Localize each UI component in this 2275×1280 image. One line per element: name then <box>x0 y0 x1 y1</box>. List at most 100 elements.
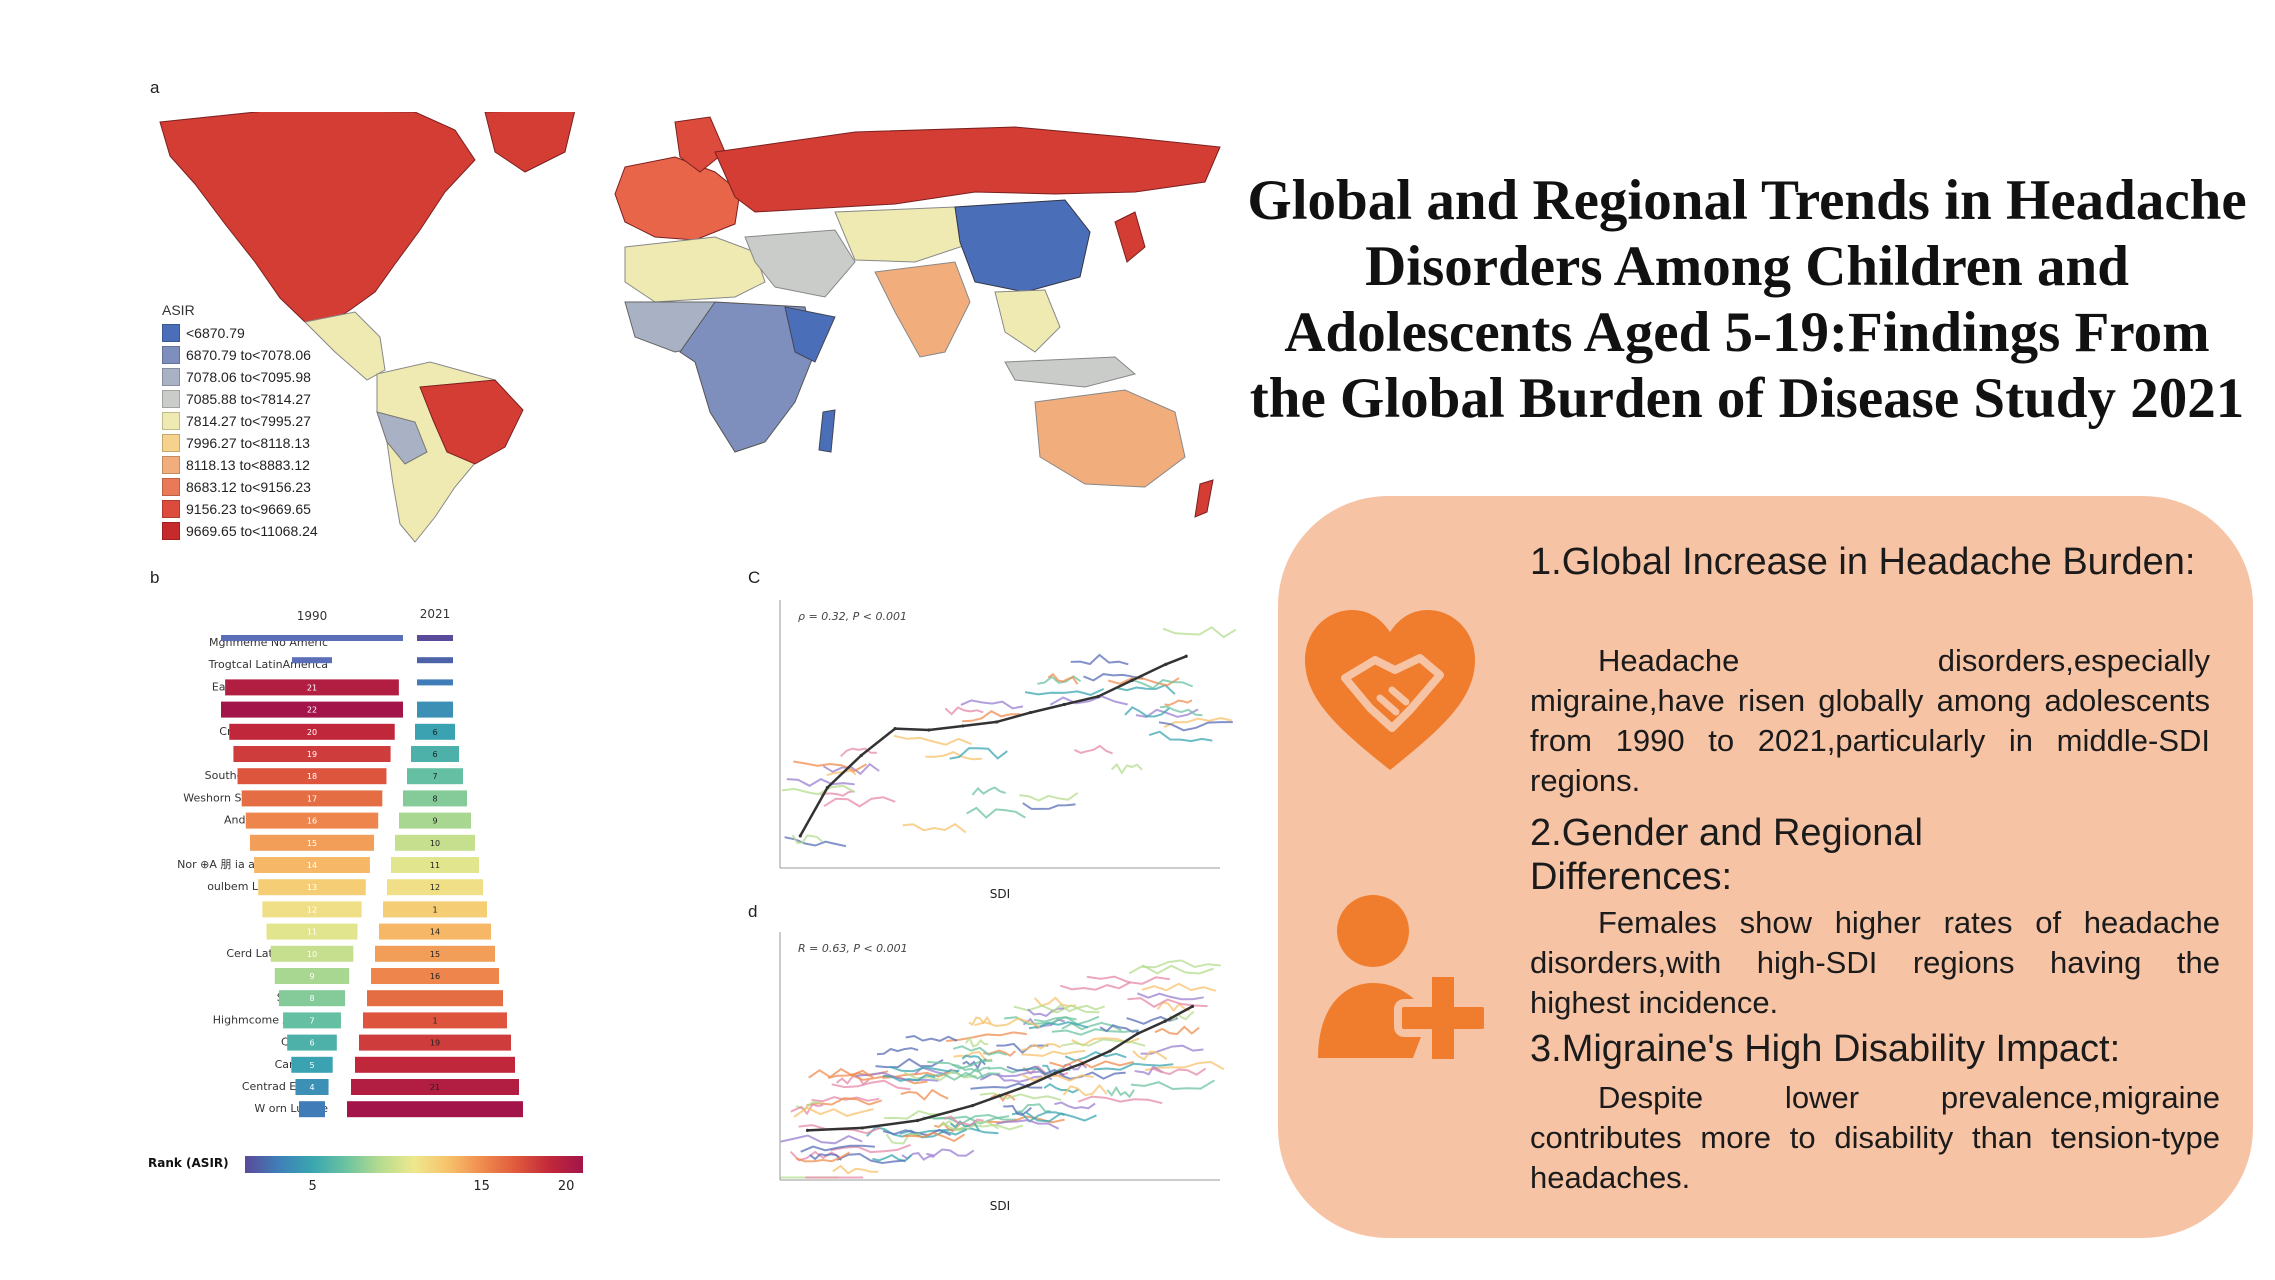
finding-3-heading: 3.Migraine's High Disability Impact: <box>1530 1028 2121 1070</box>
country-trajectory <box>1107 677 1180 687</box>
bar-2021 <box>379 923 491 940</box>
bar-1990 <box>295 1079 329 1095</box>
rank-label-1990: 4 <box>309 1083 314 1092</box>
rank-label-2021: 21 <box>430 1083 440 1092</box>
country-trajectory <box>823 796 896 808</box>
bar-2021 <box>355 1056 515 1073</box>
country-trajectory <box>1164 699 1193 707</box>
bar-2021 <box>375 945 495 962</box>
map-madagascar <box>818 409 836 453</box>
map-mexico <box>303 311 386 381</box>
country-trajectory <box>1027 1007 1065 1018</box>
country-trajectory <box>933 1121 963 1133</box>
legend-item: 7085.88 to<7814.27 <box>162 388 318 410</box>
country-trajectory <box>791 834 823 845</box>
trend-point <box>1190 1004 1195 1008</box>
rank-label-1990: 13 <box>307 883 317 892</box>
bar-2021 <box>403 790 467 807</box>
country-trajectory <box>1019 792 1079 802</box>
country-trajectory <box>822 762 880 776</box>
map-south-asia <box>874 261 971 358</box>
country-trajectory <box>1086 975 1170 985</box>
trend-point <box>1163 1019 1167 1023</box>
country-trajectory <box>811 1096 880 1103</box>
trend-point <box>805 1128 810 1132</box>
country-trajectory <box>790 1103 824 1116</box>
stat-annotation: ρ = 0.32, P < 0.001 <box>798 610 907 623</box>
map-andes <box>376 411 428 465</box>
country-trajectory <box>1126 1015 1179 1025</box>
legend-swatch <box>162 456 180 474</box>
rank-label-2021: 19 <box>430 1039 440 1048</box>
country-trajectory <box>931 1071 1001 1081</box>
year-label-2021: 2021 <box>420 607 451 621</box>
country-trajectory <box>1070 653 1129 666</box>
bar-2021 <box>417 701 453 718</box>
bar-1990 <box>233 746 391 762</box>
trend-point <box>893 727 897 731</box>
rank-label-1990: 17 <box>307 794 317 803</box>
trend-point <box>1096 694 1100 699</box>
country-trajectory <box>944 706 984 716</box>
rank-label-1990: 7 <box>309 1016 314 1025</box>
country-trajectory <box>1093 1062 1174 1071</box>
rank-label-1990: 5 <box>309 1061 314 1070</box>
bar-1990 <box>266 923 358 940</box>
panel-label-d: d <box>748 902 758 921</box>
country-trajectory <box>889 1065 960 1073</box>
legend-item: 8683.12 to<9156.23 <box>162 476 318 498</box>
map-greenland <box>484 112 576 173</box>
bar-1990 <box>278 990 346 1007</box>
bar-1990 <box>299 1101 325 1118</box>
legend-item: 7078.06 to<7095.98 <box>162 366 318 388</box>
country-trajectory <box>1077 1095 1163 1105</box>
country-trajectory <box>1099 1024 1139 1033</box>
map-china <box>954 199 1091 293</box>
map-japan <box>1114 211 1146 263</box>
country-trajectory <box>952 1063 991 1073</box>
rank-label-1990: 11 <box>307 928 317 937</box>
bar-2021 <box>367 990 503 1007</box>
country-trajectory <box>809 1153 842 1161</box>
country-trajectory <box>1043 1083 1079 1094</box>
country-trajectory <box>882 1128 952 1137</box>
map-central-asia <box>834 206 976 263</box>
bar-2021 <box>363 1012 507 1029</box>
bar-1990 <box>229 723 395 740</box>
rank-label-2021: 11 <box>430 861 440 870</box>
legend-swatch <box>162 346 180 364</box>
country-trajectory <box>970 1082 1043 1090</box>
trend-point <box>860 1126 865 1130</box>
country-trajectory <box>996 1072 1043 1083</box>
trend-point <box>915 1118 920 1123</box>
bar-2021 <box>347 1101 523 1118</box>
panel-label-a: a <box>150 78 160 97</box>
rank-legend-bar <box>245 1156 583 1173</box>
country-trajectory <box>1160 705 1203 717</box>
country-trajectory <box>893 734 972 746</box>
trend-point <box>1164 662 1168 666</box>
title-line-1: Global and Regional Trends in Headache <box>1247 169 2247 232</box>
legend-swatch <box>162 500 180 518</box>
bar-1990 <box>270 945 354 962</box>
country-trajectory <box>1148 730 1213 743</box>
legend-label: 7078.06 to<7095.98 <box>186 369 311 385</box>
bar-2021 <box>395 834 475 851</box>
map-southeast-asia <box>994 289 1061 353</box>
x-axis-label: SDI <box>990 887 1010 901</box>
legend-label: 8118.13 to<8883.12 <box>186 457 310 473</box>
rank-label-2021: 9 <box>432 817 437 826</box>
country-trajectory <box>795 1151 851 1163</box>
country-trajectory <box>1106 1085 1135 1099</box>
bar-1990 <box>262 901 362 918</box>
map-europe <box>614 156 741 241</box>
trend-point <box>1028 710 1033 715</box>
country-trajectory <box>971 786 1006 796</box>
country-trajectory <box>996 1042 1049 1055</box>
map-north-america <box>159 112 476 327</box>
bar-2021 <box>391 857 479 873</box>
map-horn-africa <box>784 306 836 363</box>
rank-label-1990: 6 <box>309 1039 314 1048</box>
bar-1990 <box>221 701 403 718</box>
